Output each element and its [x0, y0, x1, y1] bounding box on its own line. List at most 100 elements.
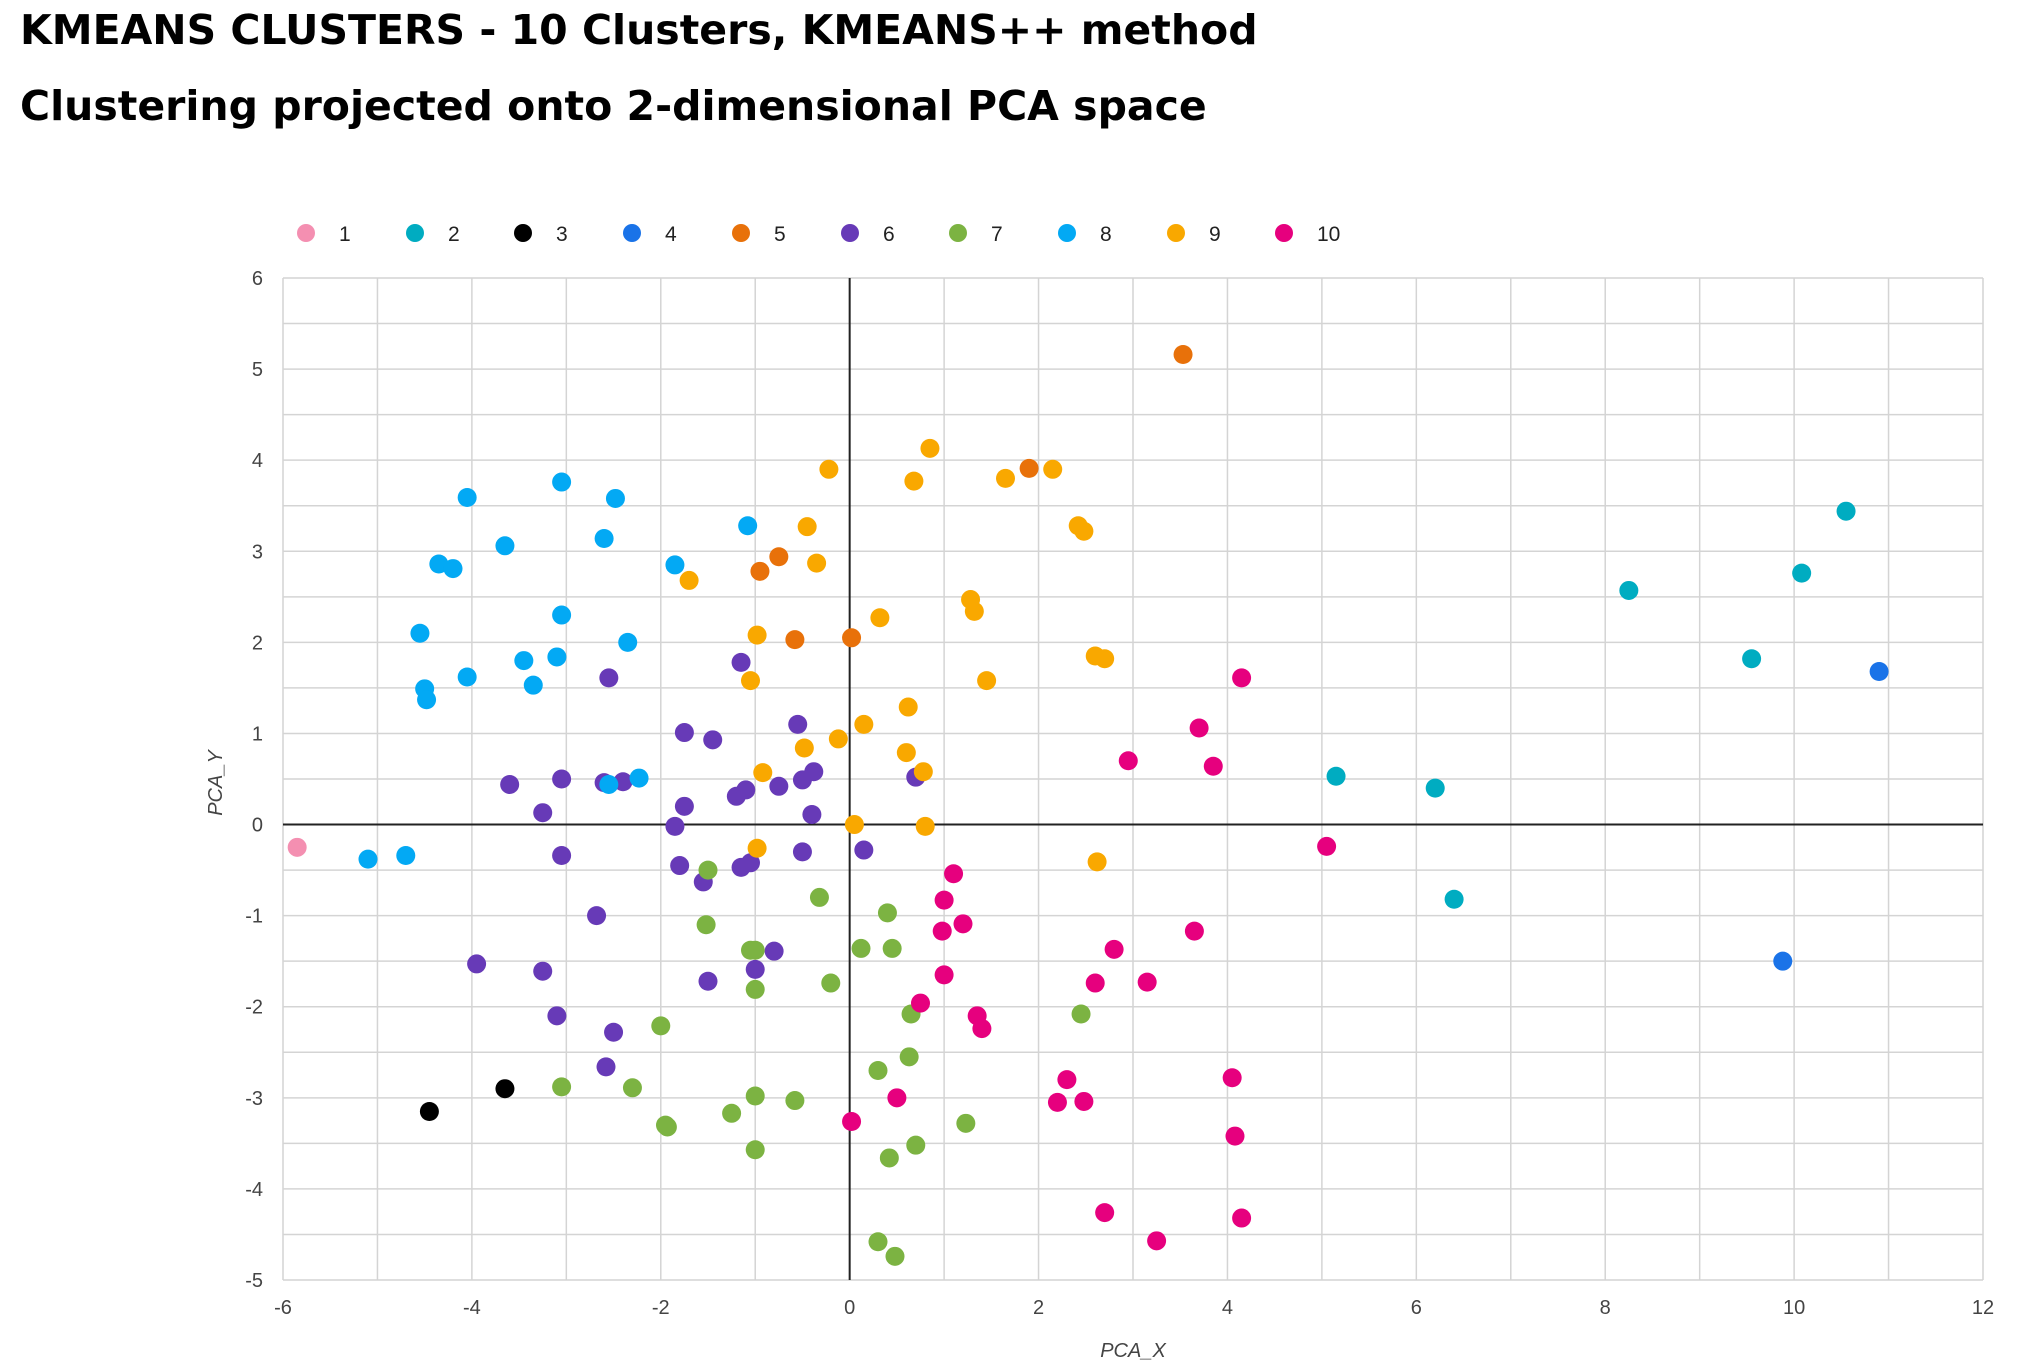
data-point-cluster-10: [1057, 1070, 1077, 1090]
data-point-cluster-7: [879, 1148, 899, 1168]
data-point-cluster-10: [1232, 668, 1252, 688]
x-tick-label: 8: [1600, 1297, 1611, 1319]
data-point-cluster-7: [956, 1113, 976, 1133]
data-point-cluster-6: [500, 774, 520, 794]
data-point-cluster-6: [764, 941, 784, 961]
data-point-cluster-2: [1836, 501, 1856, 521]
data-point-cluster-5: [750, 561, 770, 581]
data-point-cluster-9: [679, 570, 699, 590]
data-point-cluster-7: [745, 940, 765, 960]
data-point-cluster-8: [738, 516, 758, 536]
legend-marker-5: [732, 224, 750, 242]
data-point-cluster-8: [523, 675, 543, 695]
data-point-cluster-6: [670, 856, 690, 876]
data-point-cluster-7: [868, 1232, 888, 1252]
data-point-cluster-10: [1184, 921, 1204, 941]
data-point-cluster-8: [410, 623, 430, 643]
data-point-cluster-9: [896, 743, 916, 763]
x-axis-title: PCA_X: [1100, 1340, 1166, 1362]
data-point-cluster-6: [587, 906, 607, 926]
legend-marker-3: [514, 224, 532, 242]
legend-label-1: 1: [339, 223, 351, 246]
legend[interactable]: 1 2 3 4 5 6 7 8 9 10: [297, 223, 1340, 246]
data-point-cluster-7: [552, 1077, 572, 1097]
data-point-cluster-10: [1232, 1208, 1252, 1228]
data-point-cluster-7: [851, 938, 871, 958]
data-point-cluster-1: [287, 837, 307, 857]
data-point-cluster-9: [870, 608, 890, 628]
data-point-cluster-9: [747, 838, 767, 858]
data-point-cluster-10: [1118, 751, 1138, 771]
data-point-cluster-9: [996, 468, 1015, 488]
data-point-cluster-4: [1869, 662, 1889, 682]
y-tick-label: -2: [245, 997, 263, 1019]
data-point-cluster-8: [495, 536, 515, 556]
data-point-cluster-9: [854, 714, 874, 734]
y-tick-label: 6: [252, 268, 263, 290]
data-point-cluster-9: [1095, 649, 1115, 669]
data-point-cluster-9: [964, 601, 984, 621]
legend-marker-2: [406, 224, 424, 242]
data-point-cluster-6: [599, 668, 619, 688]
data-point-cluster-7: [1071, 1004, 1091, 1024]
data-point-cluster-7: [868, 1060, 888, 1080]
data-point-cluster-6: [745, 959, 765, 979]
data-point-cluster-2: [1425, 778, 1445, 798]
data-point-cluster-6: [788, 714, 808, 734]
data-point-cluster-7: [745, 1086, 765, 1106]
data-point-cluster-10: [1222, 1068, 1242, 1088]
data-point-cluster-7: [696, 915, 716, 935]
data-point-cluster-10: [1047, 1092, 1067, 1112]
chart-title: KMEANS CLUSTERS - 10 Clusters, KMEANS++ …: [20, 6, 1258, 54]
data-point-cluster-10: [887, 1088, 907, 1108]
legend-marker-9: [1167, 224, 1185, 242]
data-point-cluster-10: [1074, 1091, 1094, 1111]
data-point-cluster-9: [819, 459, 839, 479]
data-point-cluster-8: [618, 632, 638, 652]
data-points: [287, 345, 1889, 1266]
data-point-cluster-6: [547, 1006, 567, 1026]
data-point-cluster-2: [1619, 580, 1639, 600]
data-point-cluster-6: [665, 816, 685, 836]
x-tick-label: 4: [1222, 1297, 1233, 1319]
data-point-cluster-8: [547, 647, 567, 667]
data-point-cluster-6: [792, 842, 812, 862]
x-tick-label: -6: [274, 1297, 292, 1319]
data-point-cluster-5: [769, 547, 789, 567]
data-point-cluster-9: [1074, 521, 1094, 541]
data-point-cluster-5: [785, 630, 805, 650]
data-point-cluster-10: [1085, 973, 1105, 993]
data-point-cluster-10: [1147, 1231, 1167, 1251]
data-point-cluster-2: [1444, 889, 1464, 909]
y-tick-label: 5: [252, 359, 263, 381]
data-point-cluster-9: [741, 671, 760, 691]
data-point-cluster-7: [809, 887, 829, 907]
data-point-cluster-8: [396, 846, 416, 866]
data-point-cluster-2: [1326, 766, 1346, 786]
data-point-cluster-2: [1792, 563, 1812, 583]
data-point-cluster-6: [552, 769, 572, 789]
y-tick-label: 0: [252, 815, 263, 837]
data-point-cluster-7: [722, 1103, 742, 1123]
data-point-cluster-8: [443, 559, 463, 579]
data-point-cluster-10: [1095, 1203, 1115, 1223]
data-point-cluster-7: [745, 979, 765, 999]
data-point-cluster-6: [731, 652, 751, 672]
data-point-cluster-8: [358, 849, 378, 869]
y-tick-label: 3: [252, 541, 263, 563]
legend-label-9: 9: [1209, 223, 1221, 246]
data-point-cluster-8: [552, 472, 572, 492]
data-point-cluster-6: [674, 723, 694, 743]
data-point-cluster-6: [613, 772, 633, 792]
data-point-cluster-9: [794, 738, 814, 758]
data-point-cluster-7: [698, 860, 718, 880]
data-point-cluster-7: [785, 1091, 805, 1111]
data-point-cluster-8: [514, 651, 534, 671]
data-point-cluster-6: [736, 780, 756, 800]
data-point-cluster-10: [1137, 972, 1157, 992]
legend-marker-10: [1275, 224, 1293, 242]
data-point-cluster-8: [599, 774, 619, 794]
data-point-cluster-5: [1173, 345, 1193, 365]
data-point-cluster-7: [657, 1117, 677, 1137]
data-point-cluster-10: [934, 890, 954, 910]
